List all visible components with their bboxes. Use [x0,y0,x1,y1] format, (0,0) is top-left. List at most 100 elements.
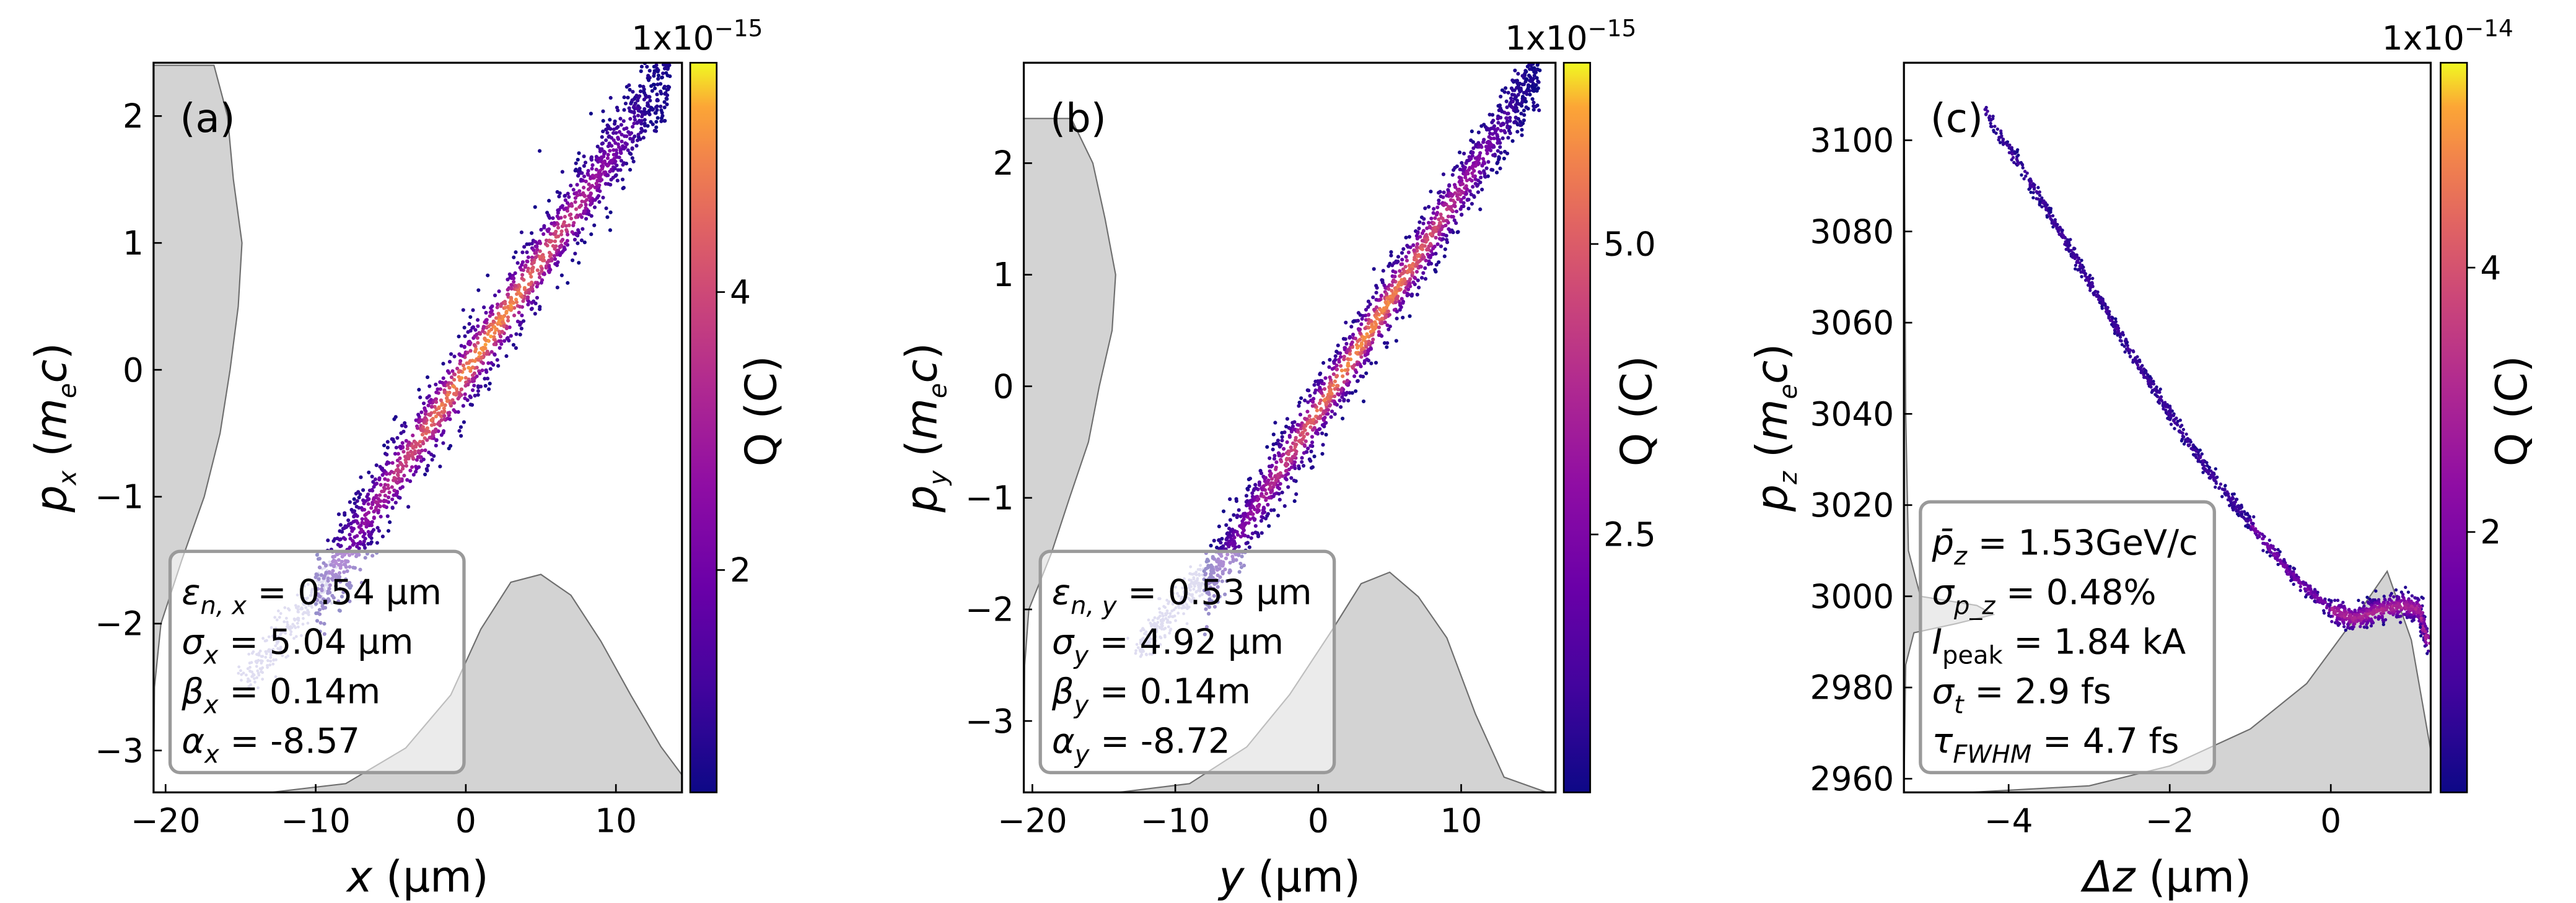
beam-point [1318,390,1323,394]
beam-point [655,58,659,62]
beam-point [462,367,467,371]
beam-point [590,173,595,178]
beam-point [488,382,492,386]
y-projection-histogram [1023,118,1116,793]
stats-line: εn, y = 0.53 µm [1052,573,1312,621]
beam-point [1479,124,1484,128]
beam-point [1366,325,1370,329]
text-part: y [1217,852,1245,902]
panel-c: −4 −2 031003080306030403020300029802960Δz … [1748,15,2537,902]
beam-point [447,386,452,390]
beam-point [497,346,502,350]
beam-point [1485,148,1489,153]
beam-point [520,276,524,281]
beam-point [539,227,543,232]
beam-point [1393,274,1397,279]
beam-point [1444,219,1448,223]
beam-point [1498,141,1502,145]
beam-point [1460,212,1464,217]
beam-point [1417,220,1422,224]
beam-point [551,216,555,220]
beam-point [410,465,414,469]
beam-point [2350,626,2354,629]
beam-point [1455,230,1460,235]
beam-point [1506,136,1510,140]
beam-point [380,534,385,539]
beam-point [521,319,526,323]
beam-point [1491,168,1495,172]
beam-point [1228,518,1232,522]
beam-point [1402,290,1406,294]
beam-point [623,102,628,106]
beam-point [1528,67,1532,71]
beam-point [476,341,480,345]
beam-point [1496,149,1500,153]
beam-point [370,489,375,493]
beam-point [1319,407,1323,411]
beam-point [1225,536,1229,540]
beam-point [483,320,487,325]
beam-point [366,519,370,523]
beam-point [641,136,646,140]
beam-point [395,435,400,440]
beam-point [419,459,424,463]
beam-point [511,342,515,347]
beam-point [1414,269,1419,274]
beam-point [582,240,587,245]
beam-point [572,220,576,225]
beam-point [1486,141,1491,145]
beam-point [1328,357,1332,362]
beam-point [1299,433,1303,437]
beam-point [1215,546,1219,550]
beam-point [423,472,427,477]
beam-point [390,437,394,442]
beam-point [348,536,353,541]
beam-point [632,110,636,114]
beam-point [1460,182,1465,186]
beam-point [1349,325,1354,329]
beam-point [1379,294,1383,298]
beam-point [403,424,408,429]
beam-point [558,244,562,249]
beam-point [659,119,664,123]
beam-point [526,302,530,307]
beam-point [1366,299,1370,303]
beam-point [561,237,565,242]
beam-point [423,408,427,412]
beam-point [1248,517,1252,521]
beam-point [1221,509,1226,513]
beam-point [1273,421,1277,425]
beam-point [1374,284,1378,288]
beam-point [1277,497,1282,502]
beam-point [370,520,374,524]
beam-point [1269,481,1274,485]
beam-point [437,406,441,411]
beam-point [465,398,470,403]
beam-point [1367,342,1371,347]
beam-point [1305,409,1310,414]
beam-point [610,144,614,148]
beam-point [1297,466,1302,471]
beam-point [400,466,405,471]
beam-point [509,334,513,338]
beam-point [1465,178,1469,183]
beam-point [1404,258,1409,263]
beam-point [377,478,382,482]
beam-point [1461,167,1465,172]
beam-point [1371,295,1375,300]
y-axis-label: px (mec) [27,342,82,513]
colorbar-label: Q (C) [737,356,787,466]
beam-point [1334,375,1339,379]
beam-point [1312,425,1316,430]
beam-point [1276,513,1281,518]
beam-point [398,495,402,500]
beam-point [1380,316,1385,321]
y-tick-label: 2 [123,97,144,136]
text-part: x [203,740,219,769]
beam-point [660,76,664,80]
beam-point [548,254,552,258]
beam-point [509,286,514,290]
stats-line: βy = 0.14m [1051,671,1251,719]
panel-label: (a) [180,96,235,142]
beam-point [629,152,633,156]
